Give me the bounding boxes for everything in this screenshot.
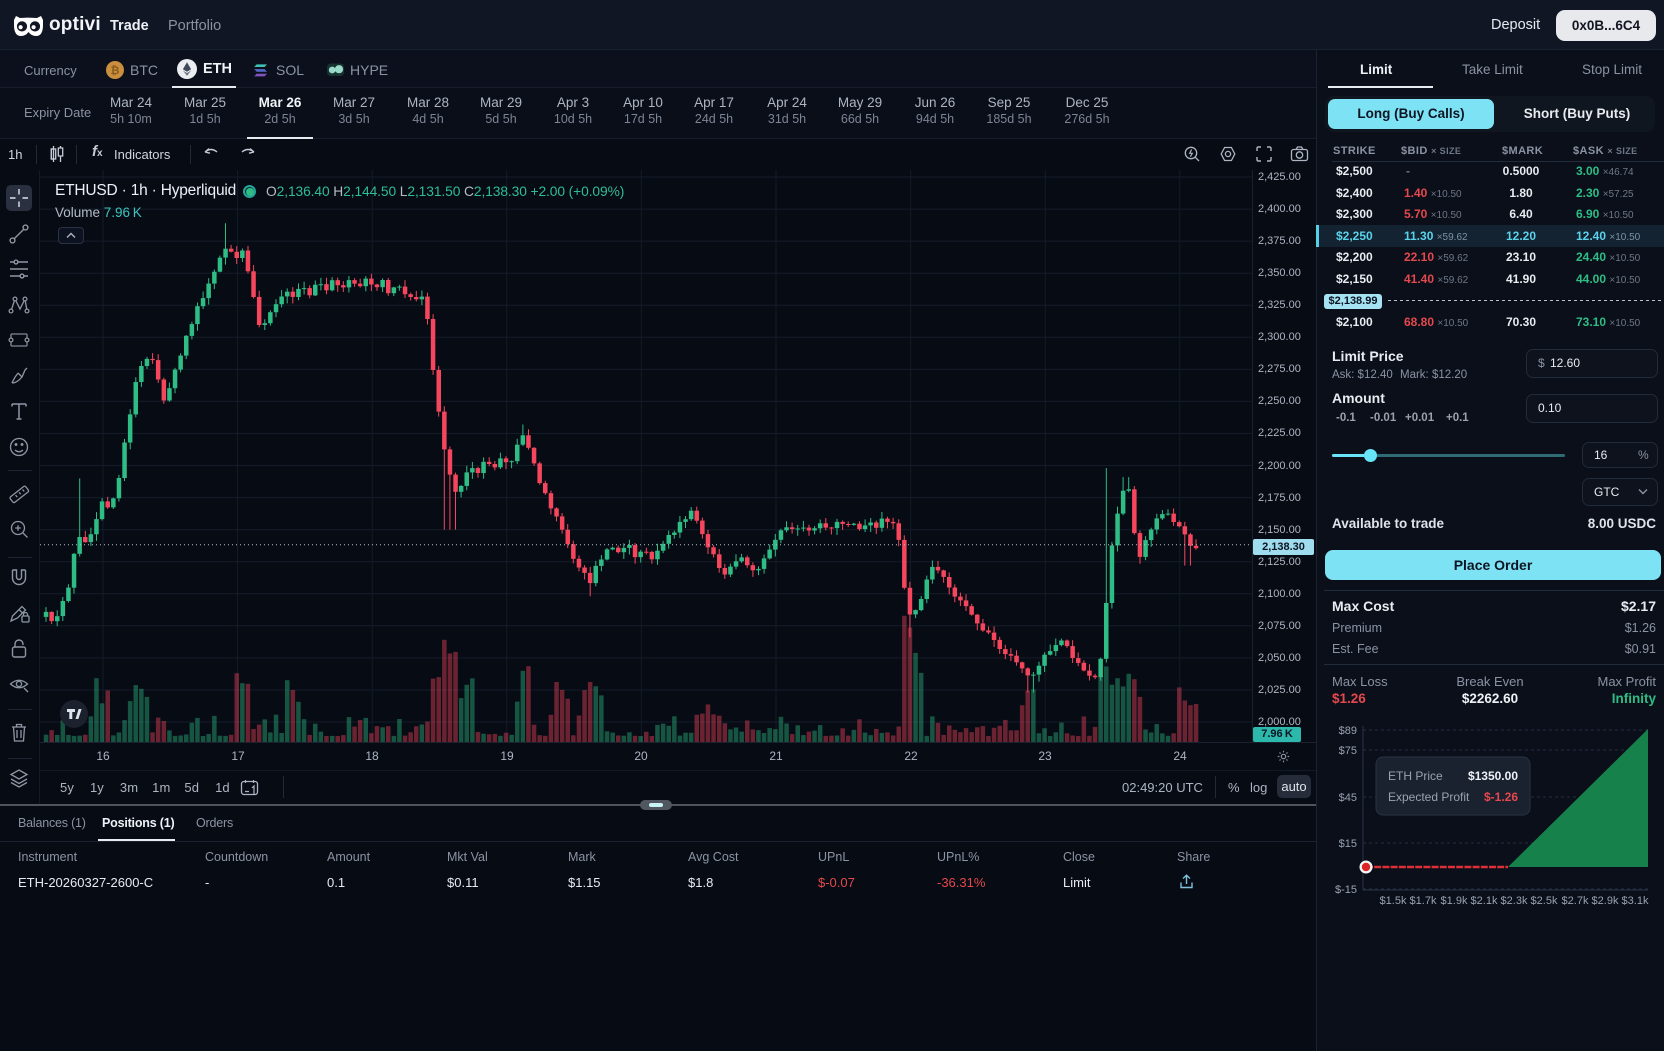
svg-text:$1.5k: $1.5k xyxy=(1380,895,1407,907)
svg-text:ETH Price: ETH Price xyxy=(1388,769,1443,783)
svg-text:$-1.26: $-1.26 xyxy=(1484,790,1518,804)
svg-text:$1.7k: $1.7k xyxy=(1410,895,1437,907)
svg-text:$2.7k: $2.7k xyxy=(1562,895,1589,907)
svg-text:$-15: $-15 xyxy=(1335,884,1357,896)
svg-text:$1.9k: $1.9k xyxy=(1441,895,1468,907)
svg-text:$75: $75 xyxy=(1339,745,1357,757)
svg-text:Expected Profit: Expected Profit xyxy=(1388,790,1470,804)
svg-text:$15: $15 xyxy=(1339,838,1357,850)
svg-text:$2.3k: $2.3k xyxy=(1501,895,1528,907)
svg-text:$3.1k: $3.1k xyxy=(1622,895,1649,907)
svg-text:$2.1k: $2.1k xyxy=(1471,895,1498,907)
svg-text:$89: $89 xyxy=(1339,725,1357,737)
svg-text:$45: $45 xyxy=(1339,792,1357,804)
svg-text:$2.5k: $2.5k xyxy=(1531,895,1558,907)
svg-text:$1350.00: $1350.00 xyxy=(1468,769,1518,783)
svg-text:$2.9k: $2.9k xyxy=(1592,895,1619,907)
svg-text:₿: ₿ xyxy=(111,65,120,77)
